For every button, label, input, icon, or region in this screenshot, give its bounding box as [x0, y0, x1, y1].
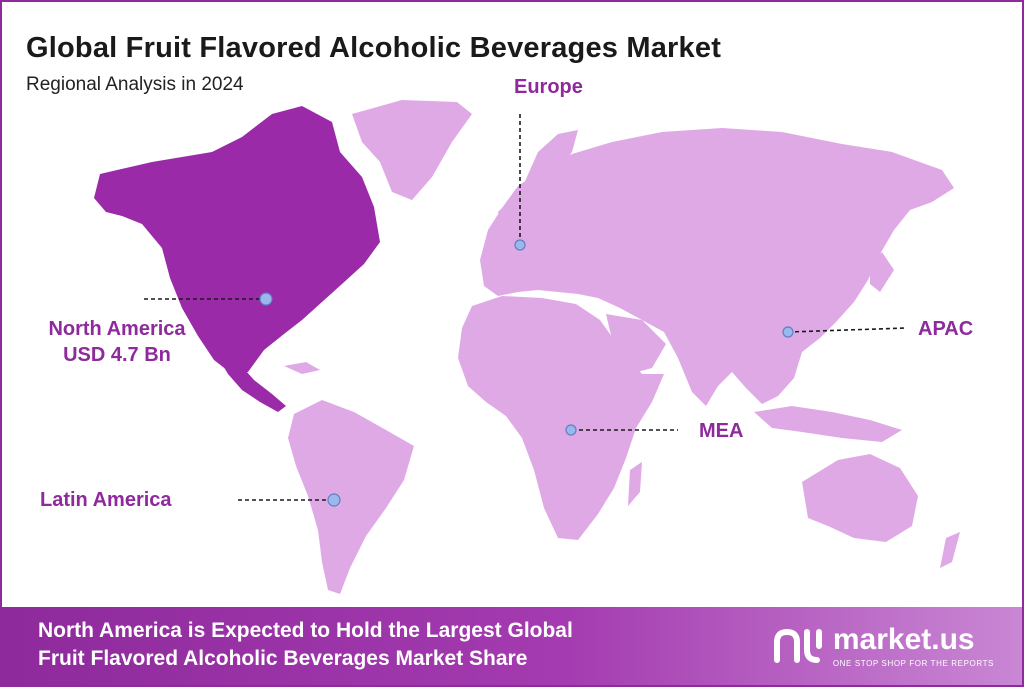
- logo-text: market.us ONE STOP SHOP FOR THE REPORTS: [832, 622, 994, 668]
- banner-line-1: North America is Expected to Hold the La…: [38, 619, 573, 642]
- north-america-value: USD 4.7 Bn: [63, 344, 171, 366]
- map-southeast-asia-islands: [754, 406, 902, 442]
- map-uk: [498, 202, 512, 236]
- region-label-europe: Europe: [514, 76, 583, 98]
- map-north-america: [94, 106, 380, 374]
- map-south-america: [288, 400, 414, 594]
- page-subtitle: Regional Analysis in 2024: [26, 74, 244, 95]
- map-central-america: [216, 354, 286, 412]
- region-label-mea: MEA: [699, 420, 744, 442]
- europe-marker: [514, 239, 526, 251]
- map-eurasia: [480, 128, 954, 406]
- banner-text: North America is Expected to Hold the La…: [38, 617, 738, 673]
- north-america-name: North America: [48, 318, 186, 340]
- apac-leader-line: [787, 327, 907, 333]
- latin-america-marker: [327, 493, 341, 507]
- map-greenland: [352, 100, 472, 200]
- map-caribbean: [284, 362, 320, 374]
- map-scandinavia: [522, 130, 578, 198]
- map-new-zealand: [940, 532, 960, 568]
- page-title: Global Fruit Flavored Alcoholic Beverage…: [26, 32, 722, 64]
- logo-mark-icon: [773, 628, 822, 663]
- map-madagascar: [628, 462, 642, 506]
- map-australia: [802, 454, 918, 542]
- map-africa: [458, 296, 664, 540]
- north-america-marker: [259, 292, 273, 306]
- market-us-logo: market.us ONE STOP SHOP FOR THE REPORTS: [771, 621, 994, 671]
- map-japan: [870, 252, 894, 292]
- region-label-north-america: North America USD 4.7 Bn: [42, 316, 192, 368]
- logo-name: market.us: [832, 622, 975, 656]
- banner-line-2: Fruit Flavored Alcoholic Beverages Marke…: [38, 647, 528, 670]
- region-label-latin-america: Latin America: [40, 489, 172, 511]
- footer-banner: North America is Expected to Hold the La…: [2, 607, 1022, 685]
- mea-marker: [565, 424, 577, 436]
- region-label-apac: APAC: [918, 318, 974, 340]
- logo-tagline: ONE STOP SHOP FOR THE REPORTS: [832, 658, 994, 668]
- apac-marker: [782, 326, 794, 338]
